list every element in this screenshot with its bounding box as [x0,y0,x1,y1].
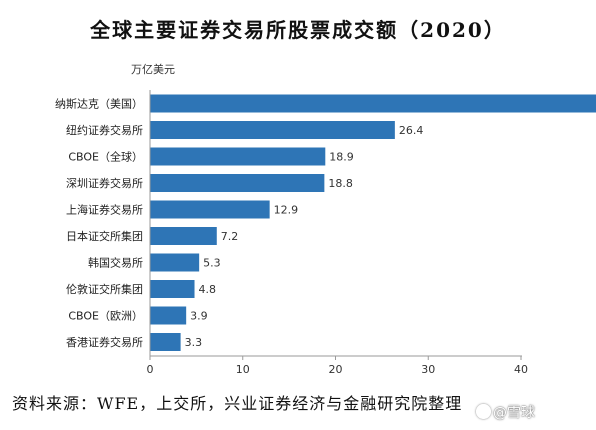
category-label-8: CBOE（欧洲） [68,310,143,323]
value-label-7: 4.8 [199,283,217,296]
x-tick-label-1: 10 [236,363,250,376]
bar-0 [150,94,596,113]
value-label-5: 7.2 [221,230,239,243]
bar-1 [150,121,395,139]
bars-group [150,94,596,351]
value-label-3: 18.8 [328,177,353,190]
category-label-9: 香港证券交易所 [66,335,143,349]
value-label-2: 18.9 [329,151,354,164]
bar-8 [150,306,187,325]
value-label-4: 12.9 [274,204,299,217]
unit-label: 万亿美元 [131,63,175,76]
source-note: 资料来源：WFE，上交所，兴业证券经济与金融研究院整理 [12,394,463,413]
value-label-8: 3.9 [190,310,208,323]
watermark: @雪球 [476,402,535,422]
x-tick-label-2: 20 [329,363,343,376]
watermark-text: @雪球 [493,405,535,421]
bar-7 [150,280,195,298]
bar-2 [150,147,326,166]
chart-title: 全球主要证券交易所股票成交额（2020） [90,18,506,42]
bar-6 [150,253,200,272]
value-labels: 63.626.418.918.812.97.25.34.83.93.3 [185,124,424,349]
bar-4 [150,200,270,219]
category-label-5: 日本证交所集团 [66,229,143,243]
category-label-6: 韩国交易所 [88,256,143,270]
bar-3 [150,174,325,192]
bar-9 [150,333,181,351]
bar-5 [150,227,217,245]
category-labels: 纳斯达克（美国） 纽约证券交易所 CBOE（全球） 深圳证券交易所上海证券交易所日本证… [55,98,143,350]
snowball-logo-icon [476,404,491,419]
category-label-3: 深圳证券交易所 [66,176,143,190]
x-tick-label-3: 30 [421,363,435,376]
category-label-4: 上海证券交易所 [66,203,143,217]
value-label-6: 5.3 [203,257,221,270]
x-tick-label-0: 0 [147,363,154,376]
value-label-1: 26.4 [399,124,424,137]
category-label-7: 伦敦证交所集团 [66,282,143,296]
x-axis: 0 10 20 30 40 [147,90,528,376]
x-tick-label-4: 40 [514,363,528,376]
category-label-2: CBOE（全球） [68,150,143,164]
category-label-1: 纽约证券交易所 [66,123,143,137]
value-label-9: 3.3 [185,336,203,349]
category-label-0: 纳斯达克（美国） [55,98,143,111]
